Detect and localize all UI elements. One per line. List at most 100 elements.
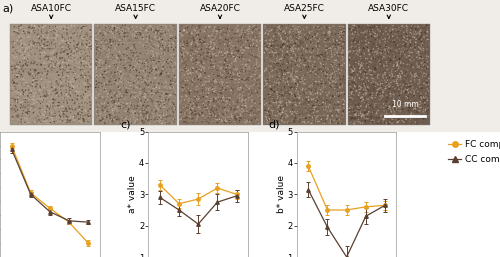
Point [229,80,237,84]
Point [278,85,286,89]
Point [42,91,50,96]
Point [236,72,244,77]
Point [39,94,47,98]
Point [126,103,134,107]
Point [13,60,21,65]
Point [218,96,226,100]
Point [222,37,230,41]
Point [412,105,420,109]
Point [132,57,140,61]
Point [392,106,400,111]
Point [162,80,170,84]
Point [320,79,328,83]
Point [212,114,220,118]
Point [385,36,393,40]
Point [122,31,130,35]
Point [356,48,364,52]
Point [256,34,264,38]
Point [418,105,426,109]
Point [140,25,147,29]
Point [210,82,218,87]
Point [208,111,216,115]
Point [232,117,240,121]
Point [280,29,288,33]
Point [364,29,372,33]
Point [394,92,402,96]
Point [304,113,312,117]
Point [156,115,164,120]
Point [121,109,129,113]
Point [7,103,15,107]
Point [370,47,378,51]
Point [401,116,409,120]
Point [126,61,134,65]
Point [46,38,54,42]
Point [143,58,151,62]
Point [32,79,40,83]
Point [408,122,416,126]
Point [310,23,318,27]
Y-axis label: b* value: b* value [277,175,286,213]
Point [44,59,52,63]
Point [414,104,422,108]
Point [424,38,432,42]
Point [416,62,424,66]
Point [166,110,174,114]
Point [410,36,418,40]
Point [388,75,396,79]
Point [190,40,198,44]
Point [23,47,31,51]
Point [270,112,278,116]
Point [19,109,27,113]
Point [228,68,235,72]
Point [160,60,168,64]
Point [155,114,163,118]
Point [380,117,388,121]
Point [336,82,344,87]
Point [210,29,218,33]
Point [99,98,107,102]
Point [122,79,130,83]
Point [272,89,280,94]
Point [393,84,401,88]
Point [194,35,202,39]
Point [87,81,95,85]
Point [152,56,160,60]
Point [362,31,370,35]
Point [404,50,412,54]
Point [248,52,256,56]
Point [236,74,244,78]
Point [184,99,192,104]
Point [151,120,159,124]
Point [272,40,280,44]
Point [371,70,379,74]
Point [406,75,414,79]
Point [366,113,374,117]
Point [351,47,359,51]
Point [79,54,87,58]
Point [104,69,112,73]
Point [36,49,44,53]
Point [118,119,126,123]
Point [237,77,245,81]
Point [169,46,177,50]
Point [151,42,159,47]
Point [212,45,220,49]
Point [270,105,278,109]
Point [326,57,334,61]
Point [150,86,158,90]
Point [150,88,158,92]
Point [33,79,41,83]
Point [320,64,328,68]
Point [392,34,400,38]
Point [50,49,58,53]
Point [98,63,106,67]
Point [145,55,153,59]
Point [198,120,206,124]
Point [160,60,168,64]
Point [378,25,386,29]
Point [209,63,217,67]
Point [210,72,218,76]
Point [334,119,342,123]
Point [339,80,347,84]
